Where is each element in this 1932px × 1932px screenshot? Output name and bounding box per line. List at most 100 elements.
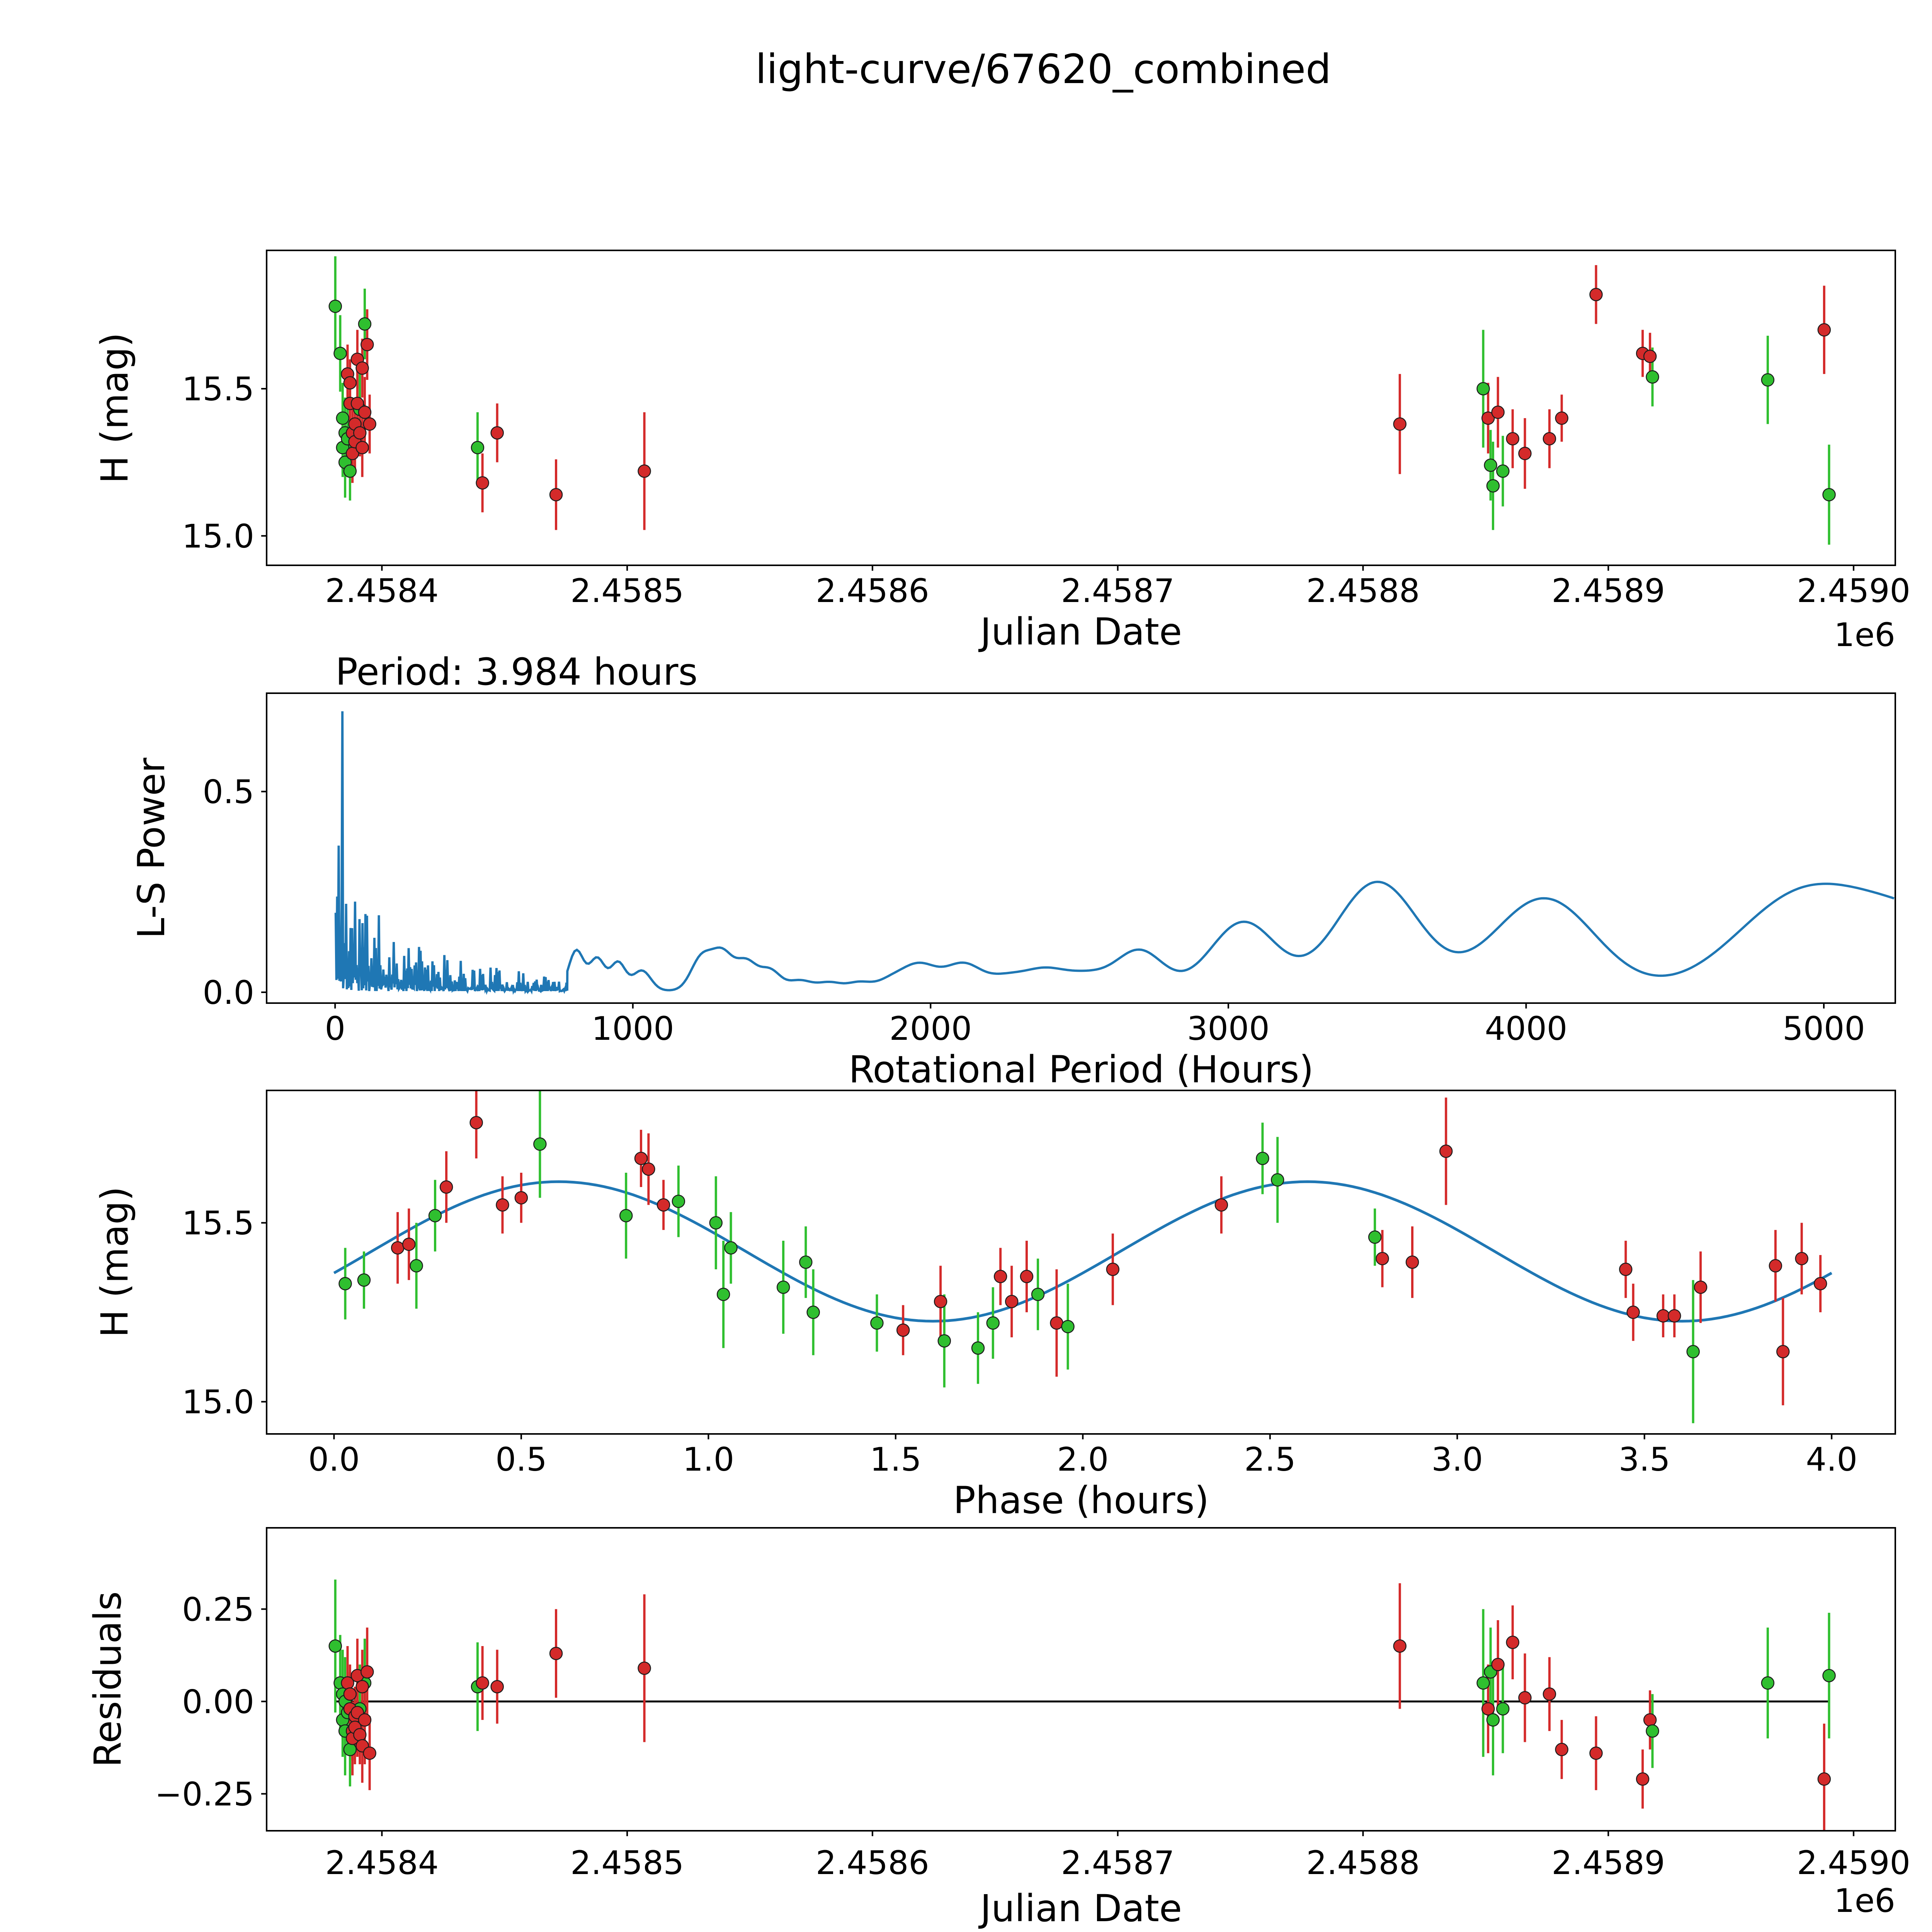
data-point — [343, 464, 357, 478]
phase-fit-curve — [333, 1180, 1832, 1323]
data-point — [333, 347, 347, 360]
data-point — [1481, 1702, 1495, 1716]
data-point — [937, 1334, 951, 1348]
x-tick-label: 2.4587 — [1061, 572, 1175, 610]
data-point — [1106, 1262, 1120, 1276]
data-point — [439, 1180, 453, 1194]
panel-lightcurve-jd: Julian Date 1e6 H (mag) — [93, 333, 1895, 654]
data-point — [1686, 1345, 1700, 1359]
y-tick-label: 0.00 — [182, 1683, 254, 1721]
data-point — [1813, 1277, 1827, 1291]
data-point — [1393, 1639, 1406, 1653]
data-point — [806, 1305, 820, 1319]
data-point — [496, 1198, 509, 1212]
data-point — [638, 464, 651, 478]
data-point — [1405, 1255, 1419, 1269]
data-point — [1761, 373, 1775, 387]
x-tick-label: 0.0 — [308, 1440, 360, 1478]
x-tick-label: 1000 — [592, 1010, 674, 1048]
data-point — [1020, 1270, 1034, 1283]
x-tick-label: 3.0 — [1432, 1440, 1483, 1478]
data-point — [799, 1255, 813, 1269]
data-point — [1555, 1743, 1568, 1756]
data-point — [1776, 1345, 1790, 1359]
data-point — [1626, 1305, 1640, 1319]
data-point — [1270, 1173, 1284, 1187]
data-point — [896, 1323, 910, 1337]
data-point — [1822, 488, 1836, 502]
data-point — [533, 1137, 547, 1151]
data-point — [476, 1676, 489, 1690]
axes-spines — [266, 1527, 1896, 1832]
data-point — [1817, 1772, 1831, 1786]
periodogram-curve — [334, 711, 1895, 995]
data-point — [1214, 1198, 1228, 1212]
y-tick-label: 15.5 — [182, 370, 254, 408]
x-tick-label: 4.0 — [1806, 1440, 1857, 1478]
figure-title: light-curve/67620_combined — [755, 46, 1331, 93]
data-point — [361, 338, 374, 351]
data-point — [471, 441, 485, 454]
data-point — [870, 1316, 884, 1330]
data-point — [724, 1241, 738, 1255]
data-point — [549, 1646, 563, 1660]
data-point — [1476, 1676, 1490, 1690]
data-point — [709, 1216, 723, 1230]
data-point — [1481, 411, 1495, 425]
panel4-x-offset-label: 1e6 — [1834, 1882, 1895, 1920]
data-point — [336, 411, 350, 425]
data-point — [343, 1743, 357, 1756]
data-point — [1795, 1252, 1809, 1265]
data-point — [634, 1151, 648, 1165]
data-point — [358, 1713, 372, 1727]
data-point — [1761, 1676, 1775, 1690]
x-tick-label: 3.5 — [1619, 1440, 1670, 1478]
panel3-yaxis-label: H (mag) — [93, 1187, 136, 1338]
data-point — [1393, 417, 1406, 431]
x-tick-label: 2.4585 — [570, 572, 684, 610]
data-point — [363, 1746, 376, 1760]
x-tick-label: 2.4586 — [816, 1844, 929, 1882]
data-point — [328, 1639, 342, 1653]
data-point — [656, 1198, 670, 1212]
x-tick-label: 2000 — [889, 1010, 972, 1048]
panel3-xaxis-label: Phase (hours) — [953, 1479, 1209, 1522]
x-tick-label: 4000 — [1485, 1010, 1568, 1048]
y-tick-label: 0.5 — [202, 773, 254, 811]
data-point — [1496, 1702, 1510, 1716]
x-tick-label: 2.4584 — [325, 572, 439, 610]
data-point — [1518, 1691, 1532, 1705]
data-point — [638, 1662, 651, 1675]
data-point — [549, 488, 563, 502]
data-point — [428, 1209, 442, 1223]
axes-spines — [266, 1090, 1896, 1435]
data-point — [1643, 1713, 1657, 1727]
data-point — [1031, 1287, 1045, 1301]
data-point — [1643, 349, 1657, 363]
data-point — [642, 1162, 655, 1176]
data-point — [338, 1277, 352, 1291]
panel-phase-curve: Phase (hours) H (mag) — [93, 1187, 1209, 1522]
x-tick-label: 2.0 — [1057, 1440, 1109, 1478]
data-point — [1256, 1151, 1269, 1165]
x-tick-label: 5000 — [1782, 1010, 1865, 1048]
data-point — [353, 426, 367, 440]
data-point — [328, 299, 342, 313]
data-point — [1769, 1259, 1782, 1273]
data-point — [355, 441, 369, 454]
panel-data-jd-lightcurve — [328, 256, 1836, 545]
panel4-yaxis-label: Residuals — [86, 1591, 129, 1767]
data-point — [1822, 1669, 1836, 1682]
data-point — [1439, 1145, 1453, 1158]
data-point — [514, 1191, 528, 1205]
data-point — [343, 376, 357, 390]
x-tick-label: 2.4585 — [570, 1844, 684, 1882]
data-point — [1518, 447, 1532, 460]
panel1-yaxis-label: H (mag) — [93, 333, 136, 484]
axes-spines — [266, 250, 1896, 566]
data-point — [1491, 405, 1505, 419]
data-point — [1646, 370, 1659, 384]
data-point — [1619, 1262, 1633, 1276]
